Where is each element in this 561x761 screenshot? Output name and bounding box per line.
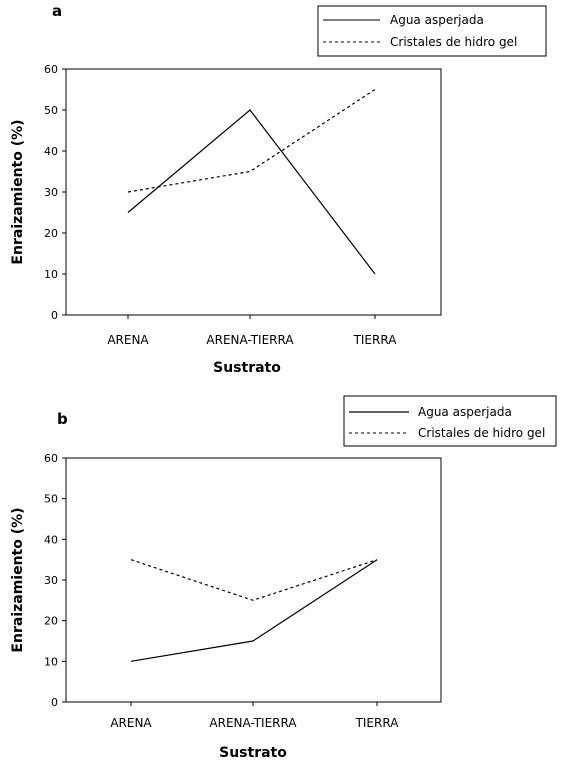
- y-axis-a: 0 10 20 30 40 50 60: [44, 63, 66, 322]
- y-tick-label: 30: [44, 186, 58, 199]
- x-tick-label: ARENA-TIERRA: [206, 333, 294, 347]
- chart-a: a Agua asperjada Cristales de hidro gel …: [10, 2, 547, 376]
- series-line-0: [130, 559, 378, 662]
- x-tick-label: TIERRA: [355, 716, 400, 730]
- x-tick-label: TIERRA: [353, 333, 398, 347]
- plot-frame-a: [65, 68, 442, 316]
- legend-label-a-0: Agua asperjada: [390, 13, 484, 27]
- series-line-1: [127, 88, 376, 193]
- legend-label-a-1: Cristales de hidro gel: [390, 35, 517, 49]
- y-tick-label: 40: [44, 145, 58, 158]
- y-tick-label: 0: [51, 696, 58, 709]
- y-tick-label: 20: [44, 227, 58, 240]
- y-tick-label: 0: [51, 309, 58, 322]
- panel-label-a: a: [52, 2, 62, 20]
- y-tick-label: 20: [44, 615, 58, 628]
- y-tick-label: 10: [44, 655, 58, 668]
- x-tick-label: ARENA: [110, 716, 152, 730]
- y-axis-label-a: Enraizamiento (%): [10, 119, 26, 264]
- legend-label-b-1: Cristales de hidro gel: [418, 426, 545, 440]
- legend-label-b-0: Agua asperjada: [418, 405, 512, 419]
- series-b: [130, 559, 378, 662]
- x-axis-label-b: Sustrato: [219, 745, 287, 761]
- y-axis-label-b: Enraizamiento (%): [10, 507, 26, 652]
- y-tick-label: 50: [44, 493, 58, 506]
- panel-label-b: b: [57, 410, 68, 428]
- x-axis-b: ARENA ARENA-TIERRA TIERRA: [110, 702, 399, 730]
- plot-frame-b: [65, 457, 442, 703]
- series-a: [127, 88, 376, 275]
- y-tick-label: 60: [44, 452, 58, 465]
- x-axis-a: ARENA ARENA-TIERRA TIERRA: [107, 315, 397, 347]
- series-line-1: [130, 559, 378, 601]
- x-tick-label: ARENA: [107, 333, 149, 347]
- series-line-0: [127, 109, 376, 275]
- y-axis-b: 0 10 20 30 40 50 60: [44, 452, 66, 709]
- x-axis-label-a: Sustrato: [213, 360, 281, 376]
- x-tick-label: ARENA-TIERRA: [209, 716, 297, 730]
- y-tick-label: 10: [44, 268, 58, 281]
- y-tick-label: 30: [44, 574, 58, 587]
- legend-box-a: [317, 5, 547, 57]
- y-tick-label: 40: [44, 533, 58, 546]
- chart-b: b Agua asperjada Cristales de hidro gel …: [10, 395, 557, 761]
- y-tick-label: 50: [44, 104, 58, 117]
- y-tick-label: 60: [44, 63, 58, 76]
- legend-box-b: [343, 395, 557, 447]
